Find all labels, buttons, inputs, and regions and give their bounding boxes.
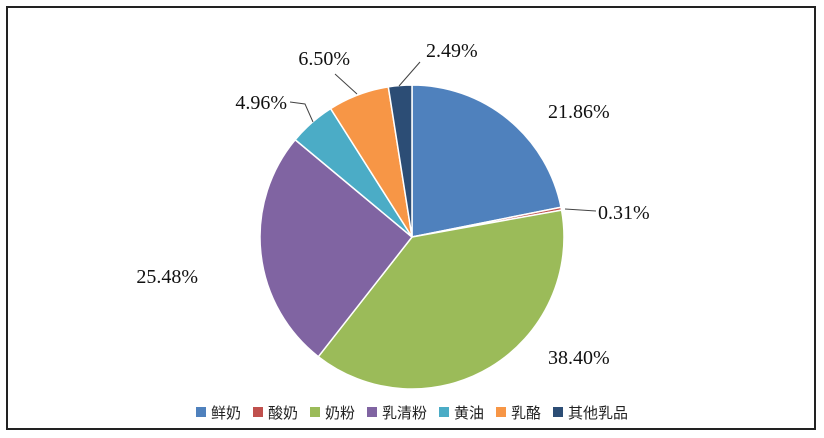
legend-swatch: [309, 407, 320, 417]
pie-slice-1: [411, 84, 562, 238]
legend-swatch: [553, 407, 564, 417]
pie-slice-3: [317, 209, 565, 390]
pie-slice-4: [259, 138, 414, 358]
slice-label-5: 4.96%: [235, 92, 287, 114]
leader-line-6: [334, 73, 358, 95]
pie-slices: [259, 84, 565, 390]
legend-item-4: 乳清粉: [366, 402, 427, 423]
legend-swatch: [195, 407, 206, 417]
leader-lines: [289, 61, 597, 212]
slice-labels: 21.86% 0.31% 38.40% 25.48% 4.96% 6.50% 2.49%: [136, 40, 649, 369]
legend-label: 乳酪: [511, 403, 542, 422]
legend-swatch: [252, 407, 263, 417]
slice-label-4: 25.48%: [136, 266, 198, 288]
chart-legend: 鲜奶 酸奶 奶粉 乳清粉 黄油 乳酪 其他乳品: [0, 401, 824, 423]
legend-label: 其他乳品: [568, 403, 629, 422]
legend-item-3: 奶粉: [309, 402, 355, 423]
legend-item-5: 黄油: [439, 402, 484, 423]
slice-label-2: 0.31%: [598, 202, 650, 224]
legend-item-7: 其他乳品: [553, 402, 628, 423]
legend-label: 乳清粉: [381, 403, 427, 422]
leader-line-2: [564, 208, 597, 212]
legend-swatch: [496, 407, 507, 417]
legend-item-1: 鲜奶: [195, 402, 241, 423]
legend-item-6: 乳酪: [496, 402, 541, 423]
legend-label: 黄油: [454, 403, 485, 422]
slice-label-7: 2.49%: [426, 40, 478, 62]
legend-item-2: 酸奶: [252, 402, 298, 423]
legend-swatch: [439, 407, 449, 417]
legend-swatch: [366, 407, 377, 417]
leader-line-5: [289, 101, 314, 123]
legend-label: 奶粉: [324, 403, 355, 422]
leader-line-7: [398, 61, 421, 87]
slice-label-6: 6.50%: [298, 48, 350, 70]
slice-label-1: 21.86%: [548, 101, 610, 123]
legend-label: 酸奶: [267, 403, 298, 422]
slice-label-3: 38.40%: [548, 347, 610, 369]
legend-label: 鲜奶: [210, 403, 241, 422]
